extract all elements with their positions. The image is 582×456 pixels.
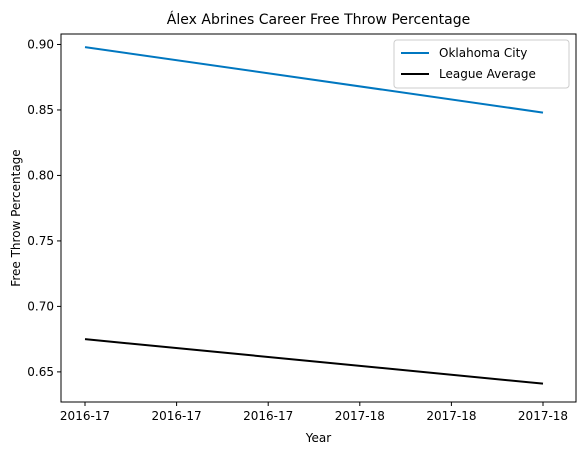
y-axis-label: Free Throw Percentage [9, 149, 23, 286]
x-tick-label: 2017-18 [335, 409, 385, 423]
legend-box [393, 39, 570, 89]
legend: Oklahoma City League Average [393, 39, 570, 89]
x-axis: 2016-17 2016-17 2016-17 2017-18 2017-18 2017-… [60, 402, 568, 423]
legend-label: League Average [439, 67, 536, 81]
legend-label: Oklahoma City [439, 46, 527, 60]
x-tick-label: 2017-18 [518, 409, 568, 423]
x-tick-label: 2017-18 [426, 409, 476, 423]
y-tick-label: 0.90 [27, 37, 54, 51]
y-tick-label: 0.65 [27, 365, 54, 379]
x-tick-label: 2016-17 [152, 409, 202, 423]
x-tick-label: 2016-17 [243, 409, 293, 423]
x-tick-label: 2016-17 [60, 409, 110, 423]
y-tick-label: 0.85 [27, 103, 54, 117]
series-lines [84, 46, 544, 385]
y-tick-label: 0.75 [27, 234, 54, 248]
series-line-league-average [84, 338, 544, 385]
chart-title: Álex Abrines Career Free Throw Percentag… [167, 11, 470, 28]
y-tick-label: 0.70 [27, 299, 54, 313]
series-line-oklahoma-city [84, 46, 544, 114]
y-tick-label: 0.80 [27, 168, 54, 182]
y-axis: 0.65 0.70 0.75 0.80 0.85 0.90 [27, 37, 61, 379]
x-axis-label: Year [305, 431, 331, 445]
plot-area [60, 33, 577, 403]
